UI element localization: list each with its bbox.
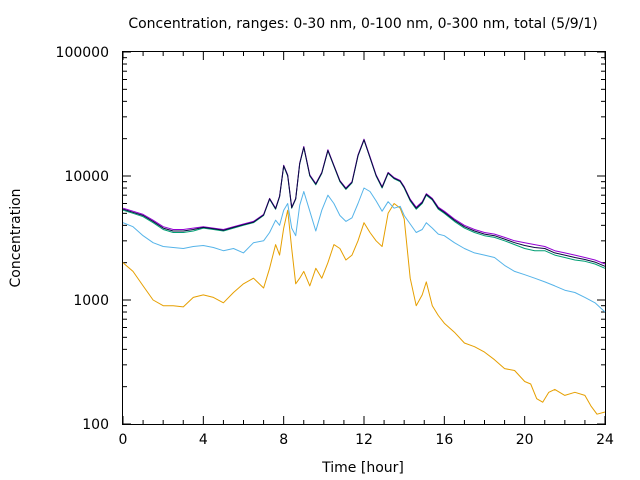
y-tick-label: 100: [82, 417, 109, 433]
series-group: [122, 138, 606, 415]
plot-frame: [122, 51, 606, 425]
series-line-2: [122, 187, 606, 313]
chart-title: Concentration, ranges: 0-30 nm, 0-100 nm…: [128, 16, 597, 32]
x-tick-label: 16: [435, 432, 453, 448]
x-tick-label: 0: [119, 432, 128, 448]
x-tick-label: 24: [596, 432, 614, 448]
series-line-5: [122, 139, 606, 267]
series-line-4: [122, 138, 606, 265]
y-axis-label: Concentration: [8, 188, 24, 287]
x-tick-label: 8: [279, 432, 288, 448]
series-line-1: [122, 203, 606, 415]
x-axis-label: Time [hour]: [321, 460, 404, 476]
axis-ticks: 0 4 8 12 16 20 24 100 1000 10000 100000: [56, 45, 614, 448]
y-tick-label: 100000: [56, 45, 109, 61]
x-tick-label: 20: [516, 432, 534, 448]
y-tick-label: 10000: [64, 169, 109, 185]
x-tick-label: 4: [199, 432, 208, 448]
x-tick-label: 12: [355, 432, 373, 448]
y-tick-label: 1000: [73, 293, 109, 309]
series-line-3: [122, 139, 606, 269]
